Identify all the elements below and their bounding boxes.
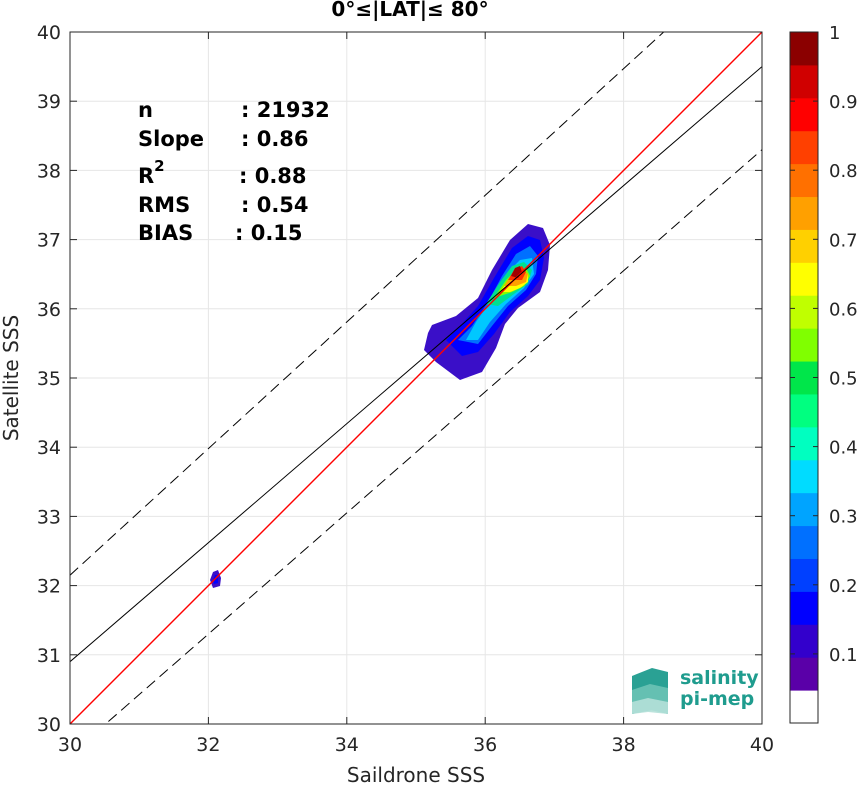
y-axis-title: Satellite SSS: [0, 315, 23, 441]
y-tick-label: 34: [37, 437, 61, 459]
upper-bound-line: [70, 32, 665, 576]
colorbar-swatch: [790, 32, 818, 66]
colorbar-tick-label: 0.1: [829, 645, 858, 666]
reference-lines: [70, 32, 762, 724]
y-tick-label: 35: [37, 368, 61, 390]
lower-bound-line: [104, 149, 762, 724]
grid: [69, 31, 763, 725]
x-tick-label: 34: [335, 734, 359, 756]
colorbar-swatch: [790, 328, 818, 362]
x-tick-label: 36: [473, 734, 497, 756]
x-axis-title: Saildrone SSS: [347, 763, 485, 786]
stat-label: n: [138, 98, 153, 122]
regression-line: [70, 66, 762, 663]
colorbar-swatch: [790, 459, 818, 494]
y-axis: 30 31 32 33 34 35 36 37 38 39 40: [37, 22, 762, 736]
colorbar-swatch: [790, 295, 818, 329]
colorbar-tick-label: 0.5: [829, 369, 858, 390]
colorbar-swatch: [790, 64, 818, 99]
colorbar-swatch: [790, 690, 818, 724]
stat-value: : 0.54: [241, 193, 309, 217]
y-tick-label: 32: [37, 576, 61, 598]
stat-value: : 0.15: [235, 221, 303, 245]
colorbar-swatch: [790, 163, 818, 198]
salinity-pimep-logo: salinity pi-mep: [632, 667, 759, 714]
colorbar-swatch: [790, 558, 818, 592]
x-tick-label: 30: [58, 734, 82, 756]
colorbar-tick-label: 0.2: [829, 576, 858, 597]
x-tick-label: 40: [750, 734, 774, 756]
x-tick-label: 38: [612, 734, 636, 756]
stat-label: RMS: [138, 193, 190, 217]
colorbar-swatch: [790, 130, 818, 165]
colorbar-tick-label: 0.6: [829, 299, 858, 320]
colorbar-tick-label: 0.7: [829, 230, 858, 251]
y-tick-label: 39: [37, 91, 61, 113]
colorbar-swatch: [790, 657, 818, 691]
colorbar-swatch: [790, 492, 818, 527]
stat-label: Slope: [138, 127, 204, 151]
y-tick-label: 38: [37, 160, 61, 182]
colorbar-tick-label: 0.8: [829, 161, 858, 182]
x-tick-label: 32: [196, 734, 220, 756]
colorbar-swatch: [790, 97, 818, 132]
y-tick-label: 40: [37, 22, 61, 44]
colorbar-swatch: [790, 426, 818, 461]
colorbar-swatch: [790, 393, 818, 428]
colorbar-swatch: [790, 624, 818, 658]
chart-title: 0°≤|LAT|≤ 80°: [331, 0, 488, 21]
colorbar-swatch: [790, 196, 818, 230]
stat-value: : 0.88: [239, 164, 307, 188]
colorbar-swatch: [790, 525, 818, 559]
colorbar-swatch: [790, 262, 818, 296]
colorbar: 0.1 0.2 0.3 0.4 0.5 0.6 0.7 0.8 0.9 1: [789, 23, 858, 724]
y-tick-label: 37: [37, 230, 61, 252]
y-tick-label: 33: [37, 506, 61, 528]
x-axis: 30 32 34 36 38 40: [58, 32, 774, 756]
colorbar-swatch: [790, 229, 818, 263]
waves-icon: [632, 668, 668, 714]
colorbar-tick-label: 0.4: [829, 438, 858, 459]
y-tick-label: 36: [37, 299, 61, 321]
y-tick-label: 30: [37, 714, 61, 736]
colorbar-tick-label: 1: [829, 23, 840, 44]
colorbar-swatch: [790, 591, 818, 625]
stat-label: BIAS: [138, 221, 193, 245]
y-tick-label: 31: [37, 645, 61, 667]
stat-superscript: 2: [154, 157, 164, 175]
logo-line2: pi-mep: [680, 688, 754, 710]
one-to-one-line: [70, 32, 762, 724]
stat-value: : 21932: [241, 98, 330, 122]
colorbar-tick-label: 0.9: [829, 92, 858, 113]
colorbar-tick-label: 0.3: [829, 507, 858, 528]
logo-line1: salinity: [680, 667, 759, 689]
stat-value: : 0.86: [241, 127, 309, 151]
